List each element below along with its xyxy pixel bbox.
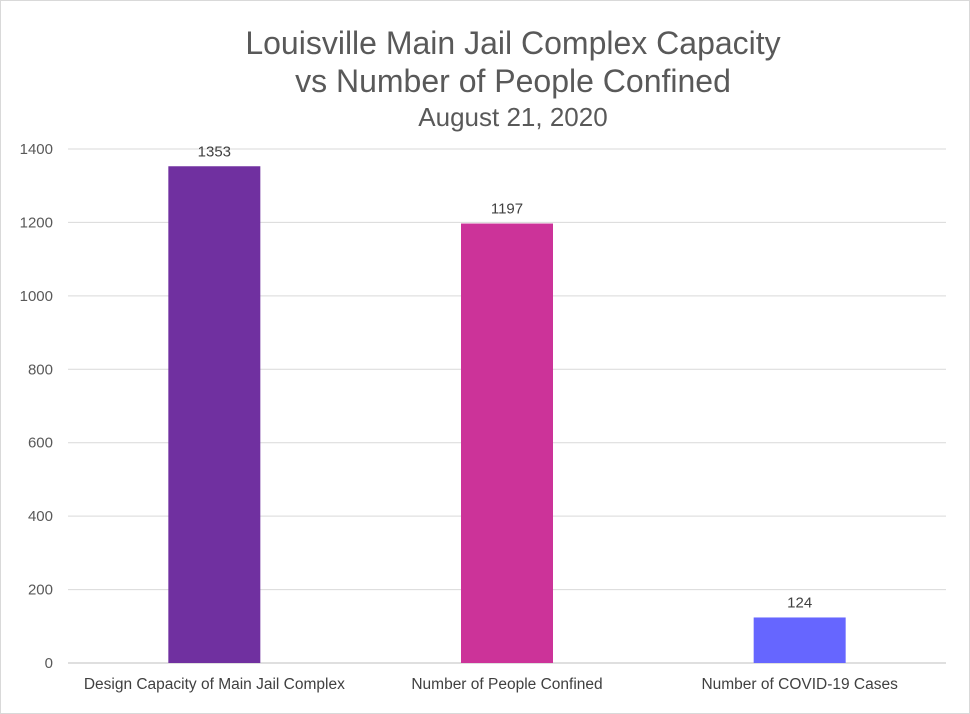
chart-title-line-2: vs Number of People Confined — [295, 63, 731, 99]
bar-data-label: 1197 — [491, 201, 523, 218]
y-tick-label: 800 — [28, 361, 53, 378]
category-label: Number of COVID-19 Cases — [701, 676, 898, 693]
y-tick-label: 200 — [28, 582, 53, 599]
y-axis-tick-labels: 0 200 400 600 800 1000 1200 1400 — [20, 141, 53, 672]
data-labels: 1353 1197 124 — [198, 143, 813, 611]
chart-subtitle: August 21, 2020 — [418, 102, 607, 132]
category-label: Number of People Confined — [411, 676, 602, 693]
bar — [461, 223, 553, 663]
y-tick-label: 1400 — [20, 141, 53, 158]
y-tick-label: 1000 — [20, 288, 53, 305]
bar — [753, 617, 846, 663]
y-tick-label: 0 — [45, 655, 53, 672]
category-label: Design Capacity of Main Jail Complex — [84, 676, 345, 693]
bar-data-label: 124 — [787, 594, 812, 611]
chart-title-line-1: Louisville Main Jail Complex Capacity — [245, 25, 780, 61]
bars — [168, 166, 846, 663]
y-tick-label: 1200 — [20, 214, 53, 231]
y-tick-label: 600 — [28, 435, 53, 452]
x-axis-category-labels: Design Capacity of Main Jail Complex Numb… — [84, 676, 898, 693]
y-tick-label: 400 — [28, 508, 53, 525]
bar-data-label: 1353 — [198, 143, 231, 160]
bar — [168, 166, 261, 663]
